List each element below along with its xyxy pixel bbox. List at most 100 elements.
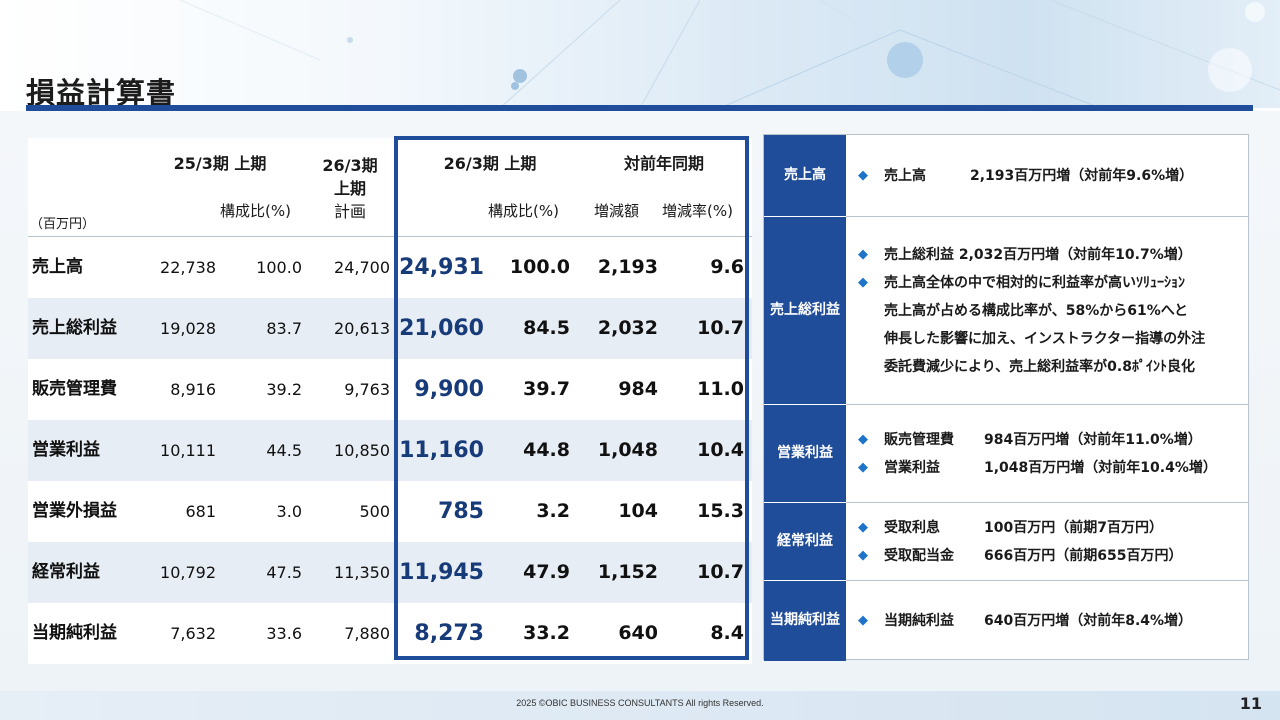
cell-prev-ratio: 100.0 (256, 258, 302, 277)
cell-change: 640 (618, 622, 658, 644)
bullet-continuation: 伸長した影響に加え、インストラクター指導の外注 (884, 331, 1206, 347)
diamond-bullet-icon: ◆ (858, 613, 868, 628)
header-plan-line3: 計画 (333, 202, 366, 221)
section-text: ◆ 販売管理費 984百万円増（対前年11.0%増） ◆ 営業利益 1,048百万円増（対… (846, 405, 1248, 503)
bullet-text: 売上総利益 2,032百万円増（対前年10.7%増） (884, 247, 1192, 263)
diamond-bullet-icon: ◆ (858, 548, 868, 563)
header-yoy: 対前年同期 (623, 154, 704, 173)
header-curr-period: 26/3期 上期 (443, 154, 537, 173)
section-tag: 当期 純利益 (764, 581, 846, 661)
section-text: ◆ 当期純利益 640百万円増（対前年8.4%増） (846, 581, 1248, 661)
section-divider (846, 404, 1248, 405)
header-prev-period: 25/3期 上期 (173, 154, 267, 173)
table-header-rule (28, 236, 752, 237)
cell-curr: 11,945 (399, 560, 484, 585)
cell-prev-ratio: 44.5 (266, 441, 302, 460)
bullet-text: 2,193百万円増（対前年9.6%増） (970, 168, 1194, 184)
cell-change: 1,152 (597, 561, 658, 583)
cell-plan: 24,700 (334, 258, 390, 277)
cell-curr: 21,060 (399, 316, 484, 341)
cell-curr-ratio: 3.2 (536, 500, 570, 522)
cell-curr: 8,273 (414, 621, 484, 646)
bullet-text: 売上高全体の中で相対的に利益率が高いｿﾘｭｰｼｮﾝ (884, 275, 1185, 291)
cell-prev: 22,738 (160, 258, 216, 277)
cell-prev: 7,632 (170, 624, 216, 643)
cell-plan: 7,880 (344, 624, 390, 643)
header-plan-period: 26/3期 上期 計画 (312, 154, 388, 223)
cell-label: 販売管理費 (32, 379, 117, 399)
section-tag-line1: 当期 (770, 612, 798, 629)
header-plan-line2: 上期 (333, 179, 366, 198)
bullet-name: 当期純利益 (884, 613, 954, 629)
section-divider (846, 216, 1248, 217)
table-row: 営業利益 10,111 44.5 10,850 11,160 44.8 1,048 10.4 (28, 420, 752, 481)
bullet-name: 受取配当金 (884, 548, 954, 564)
diamond-bullet-icon: ◆ (858, 168, 868, 183)
table-row: 売上高 22,738 100.0 24,700 24,931 100.0 2,193 9.6 (28, 237, 752, 298)
unit-label: （百万円） (30, 217, 96, 232)
bullet-name: 販売管理費 (884, 432, 954, 448)
cell-change: 984 (618, 378, 658, 400)
cell-plan: 20,613 (334, 319, 390, 338)
bullet-continuation: 委託費減少により、売上総利益率が0.8ﾎﾟｲﾝﾄ良化 (884, 359, 1195, 375)
cell-curr-ratio: 84.5 (523, 317, 570, 339)
header-curr-ratio: 構成比(%) (488, 202, 559, 220)
cell-curr: 9,900 (414, 377, 484, 402)
cell-curr: 24,931 (399, 255, 484, 280)
cell-prev: 10,792 (160, 563, 216, 582)
bullet-item: ◆ 販売管理費 984百万円増（対前年11.0%増） (858, 426, 1248, 454)
commentary-section: 経常 利益 ◆ 受取利息 100百万円（前期7百万円） ◆ 受取配当金 666百万円（前期65… (764, 503, 1248, 582)
bullet-item: ◆ 受取利息 100百万円（前期7百万円） (858, 514, 1248, 542)
section-text: ◆ 受取利息 100百万円（前期7百万円） ◆ 受取配当金 666百万円（前期655百万円… (846, 503, 1248, 581)
cell-curr-ratio: 33.2 (523, 622, 570, 644)
cell-prev-ratio: 39.2 (266, 380, 302, 399)
cell-plan: 500 (359, 502, 390, 521)
section-text: ◆ 売上総利益 2,032百万円増（対前年10.7%増） ◆ 売上高全体の中で相対的に… (846, 217, 1248, 405)
table-header (28, 138, 752, 236)
cell-curr-ratio: 100.0 (509, 256, 570, 278)
header-plan-line1: 26/3期 (322, 156, 378, 175)
section-tag: 売上 総利益 (764, 217, 846, 405)
cell-label: 売上高 (32, 257, 83, 277)
cell-prev-ratio: 83.7 (266, 319, 302, 338)
bullet-text: 984百万円増（対前年11.0%増） (984, 432, 1202, 448)
commentary-section: 売上高 ◆ 売上高 2,193百万円増（対前年9.6%増） (764, 135, 1248, 218)
header-banner (0, 0, 1280, 108)
cell-rate: 8.4 (710, 622, 744, 644)
bullet-item: ◆ 売上高全体の中で相対的に利益率が高いｿﾘｭｰｼｮﾝ (858, 269, 1248, 297)
section-divider (846, 580, 1248, 581)
section-tag-line2: 利益 (805, 445, 833, 462)
cell-curr-ratio: 44.8 (523, 439, 570, 461)
header-change-rate: 増減率(%) (662, 202, 733, 220)
income-statement-table: 25/3期 上期 構成比(%) 26/3期 上期 計画 （百万円） 26/3期 … (28, 136, 752, 668)
cell-plan: 10,850 (334, 441, 390, 460)
cell-prev: 19,028 (160, 319, 216, 338)
cell-change: 1,048 (597, 439, 658, 461)
section-tag-line2: 純利益 (798, 612, 840, 629)
cell-curr: 785 (438, 499, 484, 524)
table-row: 経常利益 10,792 47.5 11,350 11,945 47.9 1,152 10.7 (28, 542, 752, 603)
cell-change: 2,193 (597, 256, 658, 278)
table-row: 営業外損益 681 3.0 500 785 3.2 104 15.3 (28, 481, 752, 542)
bullet-item: ◆ 売上高 2,193百万円増（対前年9.6%増） (858, 162, 1248, 190)
bullet-item: ◆ 売上総利益 2,032百万円増（対前年10.7%増） (858, 241, 1248, 269)
diamond-bullet-icon: ◆ (858, 247, 868, 262)
section-text: ◆ 売上高 2,193百万円増（対前年9.6%増） (846, 135, 1248, 217)
page-number: 11 (1239, 694, 1262, 713)
section-tag: 売上高 (764, 135, 846, 217)
commentary-section: 売上 総利益 ◆ 売上総利益 2,032百万円増（対前年10.7%増） ◆ 売上高全体の中… (764, 217, 1248, 406)
commentary-section: 当期 純利益 ◆ 当期純利益 640百万円増（対前年8.4%増） (764, 581, 1248, 661)
diamond-bullet-icon: ◆ (858, 460, 868, 475)
page-title: 損益計算書 (26, 76, 177, 110)
cell-rate: 9.6 (710, 256, 744, 278)
bullet-text: 1,048百万円増（対前年10.4%増） (984, 460, 1217, 476)
cell-rate: 10.7 (697, 561, 744, 583)
bullet-text: 666百万円（前期655百万円） (984, 548, 1183, 564)
cell-label: 営業外損益 (32, 501, 117, 521)
section-tag: 営業 利益 (764, 405, 846, 503)
section-tag-line1: 売上 (770, 302, 798, 319)
header-prev-ratio: 構成比(%) (220, 202, 291, 220)
bullet-text: 640百万円増（対前年8.4%増） (984, 613, 1193, 629)
cell-plan: 11,350 (334, 563, 390, 582)
cell-curr-ratio: 39.7 (523, 378, 570, 400)
